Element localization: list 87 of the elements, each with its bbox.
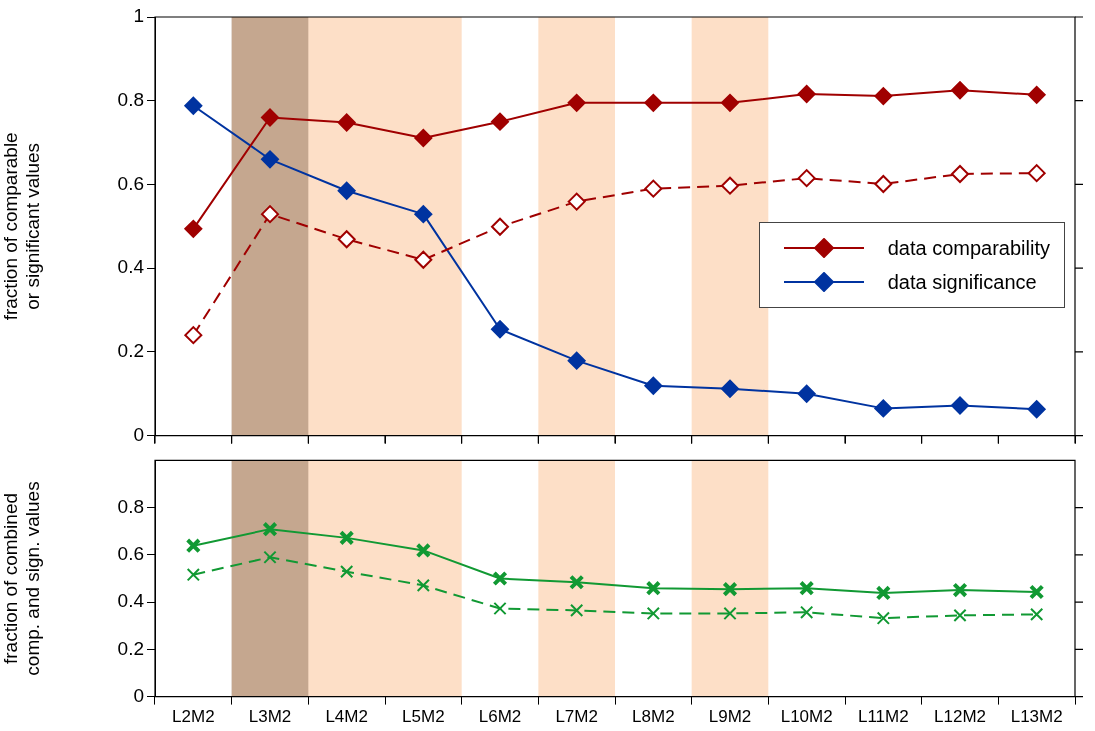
y-tick-label: 0.4 [117, 256, 145, 278]
x-tick-label: L4M2 [325, 707, 368, 727]
legend-label: data significance [887, 270, 1037, 294]
point [644, 376, 663, 395]
point [876, 611, 890, 625]
point [951, 164, 969, 183]
point [262, 521, 278, 537]
point [1029, 584, 1045, 600]
point [953, 608, 967, 622]
point [797, 169, 816, 188]
point [799, 580, 815, 596]
point [261, 108, 279, 127]
point [567, 93, 586, 112]
point [491, 112, 509, 131]
x-tick-label: L10M2 [780, 707, 833, 727]
y-tick-label: 0.2 [117, 637, 144, 659]
point [491, 320, 509, 339]
y-tick-label: 0.6 [117, 172, 144, 194]
x-tick-label: L8M2 [632, 707, 675, 727]
point [722, 581, 738, 597]
point [263, 550, 277, 564]
point [874, 175, 893, 194]
point [951, 396, 969, 415]
point [875, 585, 891, 601]
x-tick-label: L6M2 [478, 707, 522, 727]
point [415, 542, 431, 559]
point [874, 399, 893, 418]
y-tick-label: 1 [133, 5, 144, 27]
point [1027, 85, 1046, 104]
x-tick-label: L5M2 [402, 707, 445, 727]
point [414, 250, 433, 269]
point [721, 93, 739, 112]
y-tick-label: 0.6 [117, 543, 144, 565]
point [491, 217, 509, 236]
point [721, 379, 739, 398]
y-axis-title: fraction of combined comp. and sign. values [0, 481, 44, 676]
legend-label: data comparability [887, 236, 1050, 260]
point [1027, 400, 1046, 419]
point [570, 603, 584, 618]
point [567, 192, 586, 211]
point [951, 81, 969, 100]
y-tick-label: 0.8 [117, 88, 144, 110]
y-tick-label: 0 [133, 684, 144, 706]
y-tick-label: 0.8 [117, 495, 144, 517]
point [800, 605, 814, 619]
x-tick-label: L13M2 [1010, 707, 1063, 727]
point [952, 582, 968, 598]
point [337, 230, 356, 249]
x-tick-label: L2M2 [172, 707, 215, 727]
point [261, 150, 279, 169]
y-axis-title: fraction of comparable or significant values [0, 132, 44, 321]
point [337, 113, 356, 132]
point [644, 93, 663, 112]
x-tick-label: L3M2 [248, 707, 292, 727]
point [184, 326, 203, 345]
x-tick-label: L12M2 [934, 707, 986, 727]
point [797, 384, 816, 403]
x-tick-label: L11M2 [857, 707, 909, 727]
point [186, 568, 200, 582]
point [492, 570, 508, 587]
y-tick-label: 0 [133, 423, 144, 445]
point [797, 85, 816, 104]
point [1027, 164, 1046, 183]
y-tick-label: 0.4 [117, 590, 145, 612]
point [1030, 607, 1044, 622]
point [184, 96, 203, 115]
y-tick-label: 0.2 [117, 340, 144, 362]
point [337, 181, 356, 200]
point [414, 205, 433, 224]
point [339, 530, 355, 546]
point [184, 219, 203, 238]
point [414, 128, 433, 147]
point [416, 578, 430, 593]
point [567, 351, 586, 370]
point [185, 538, 201, 554]
point [721, 176, 739, 195]
point [493, 601, 507, 616]
point [644, 179, 663, 198]
x-tick-label: L9M2 [708, 707, 752, 727]
x-tick-label: L7M2 [555, 707, 598, 727]
point [340, 564, 354, 579]
point [874, 87, 893, 106]
point [646, 606, 660, 621]
point [723, 606, 737, 621]
point [569, 574, 585, 590]
point [645, 580, 661, 596]
point [261, 205, 279, 224]
